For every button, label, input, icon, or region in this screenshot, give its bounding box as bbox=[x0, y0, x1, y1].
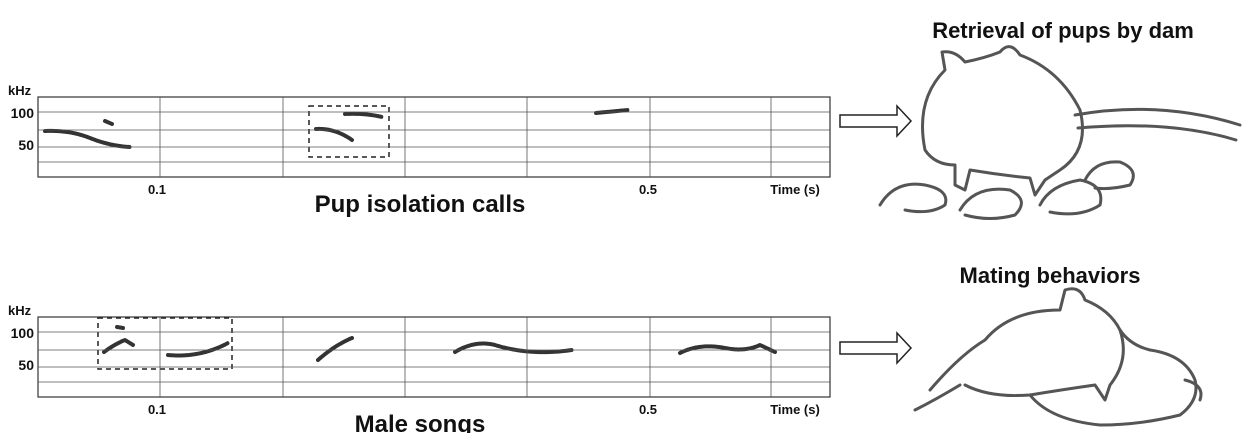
spectrogram-traces bbox=[45, 106, 628, 157]
arrows bbox=[840, 106, 911, 363]
figure: kHz 100 50 0.1 0.5 Time (s) Pup isolation call… bbox=[0, 0, 1244, 433]
spectrogram-traces bbox=[98, 318, 775, 369]
y-tick-label: 50 bbox=[18, 137, 34, 153]
behavior-title: Mating behaviors bbox=[960, 263, 1141, 288]
x-tick-label: 0.5 bbox=[639, 402, 657, 417]
y-axis-label: kHz bbox=[8, 83, 32, 98]
y-tick-label: 100 bbox=[11, 325, 35, 341]
x-axis-label: Time (s) bbox=[770, 182, 820, 197]
x-tick-label: 0.1 bbox=[148, 402, 166, 417]
plot-frame bbox=[38, 97, 830, 177]
y-axis-label: kHz bbox=[8, 303, 32, 318]
y-tick-label: 100 bbox=[11, 105, 35, 121]
x-tick-label: 0.1 bbox=[148, 182, 166, 197]
plot-frame bbox=[38, 317, 830, 397]
behavior-title: Retrieval of pups by dam bbox=[932, 18, 1194, 43]
x-tick-label: 0.5 bbox=[639, 182, 657, 197]
mouse-dam-illustration bbox=[880, 47, 1240, 219]
panel-caption: Male songs bbox=[355, 411, 486, 433]
mouse-mating-illustration bbox=[915, 289, 1201, 425]
panel-caption: Pup isolation calls bbox=[315, 191, 526, 218]
y-tick-label: 50 bbox=[18, 357, 34, 373]
x-axis-label: Time (s) bbox=[770, 402, 820, 417]
